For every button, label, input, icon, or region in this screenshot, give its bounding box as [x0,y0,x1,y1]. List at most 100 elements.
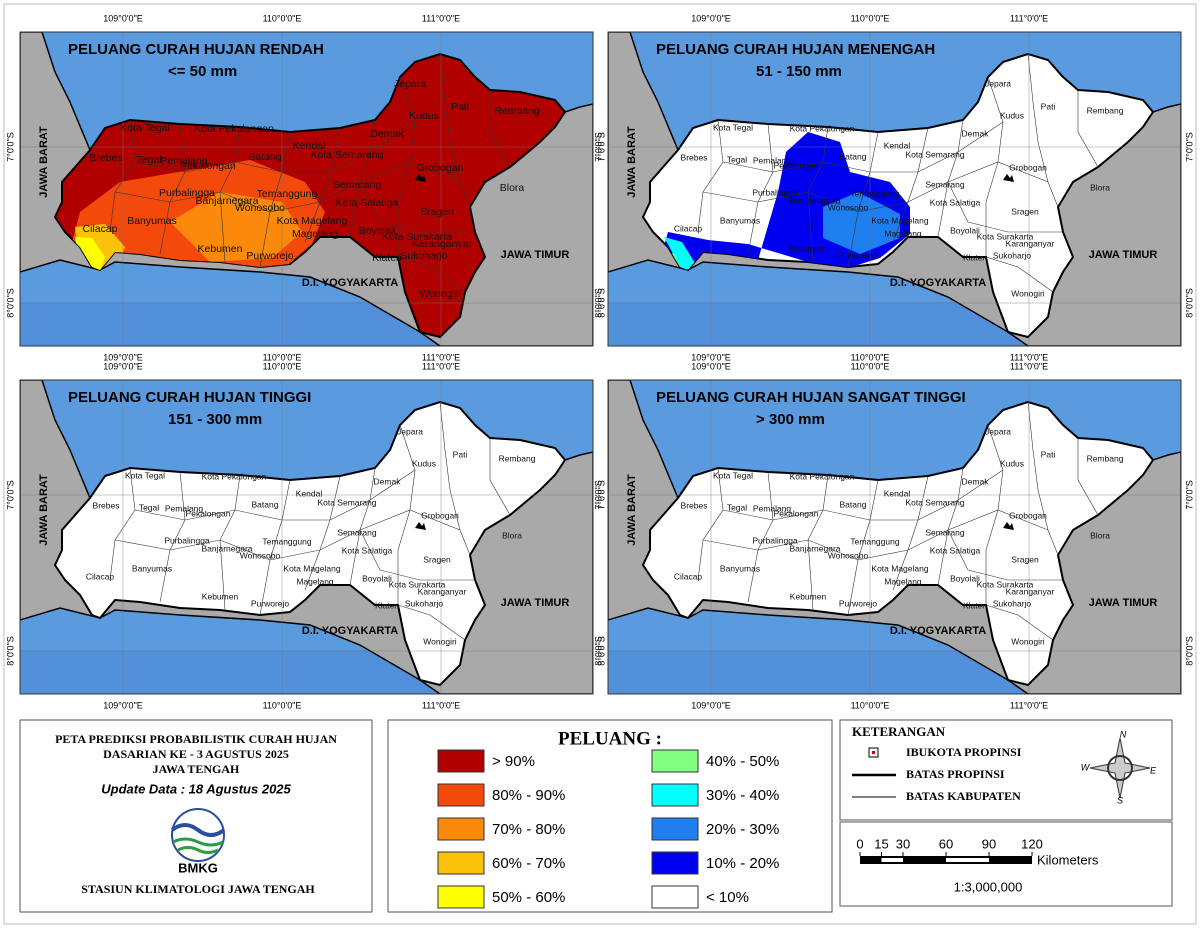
compass-letter: S [1117,795,1123,805]
district-label: Batang [840,499,867,509]
district-border [985,256,1054,293]
district-label: Rembang [1087,453,1124,463]
region-label: JAWA BARAT [626,126,638,198]
keterangan-title: KETERANGAN [852,724,946,739]
region-label: D.I. YOGYAKARTA [890,625,986,637]
district-label: Semarang [925,527,964,537]
lon-label: 110°0'0"E [263,352,302,362]
scale-segment [881,858,903,862]
legend-swatch [437,749,485,773]
district-label: Pekalongan [774,508,819,518]
district-label: Tegal [136,154,161,166]
compass-star [1089,737,1151,799]
district-label: Klaten [372,252,402,264]
district-border [304,475,341,591]
district-label: Kota Salatiga [930,197,981,207]
info-title: JAWA TENGAH [153,762,240,776]
district-border [937,467,964,586]
lon-label: 109°0'0"E [103,352,143,362]
legend-label: < 10% [706,889,749,906]
district-label: Purbalingga [752,187,798,197]
district-label: Kota Magelang [871,563,928,573]
map-panel: Jepara Kudus Pati Rembang Demak Kota Tegal Kot… [5,13,606,362]
district-label: Demak [370,128,404,140]
district-label: Kudus [409,110,439,122]
legend-swatch [651,749,699,773]
district-label: Purworejo [251,598,290,608]
keterangan-label: IBUKOTA PROPINSI [906,745,1022,759]
panel-border [19,379,594,695]
panel-title: PELUANG CURAH HUJAN SANGAT TINGGI [656,389,966,406]
district-label: Boyolali [950,225,980,235]
capital-symbol [872,751,875,754]
compass-letter: E [1150,765,1157,775]
district-label: Boyolali [950,573,980,583]
district-border [702,509,1049,561]
district-label: Purworejo [839,250,878,260]
district-label: Temanggung [262,536,311,546]
district-label: Pemalang [753,503,792,513]
lat-label: 8°0'0"S [596,288,606,318]
district-label: Cilacap [674,571,703,581]
lat-label: 8°0'0"S [596,636,606,666]
scale-segment [946,858,989,862]
district-label: Sragen [420,206,454,218]
district-label: Sragen [423,554,451,564]
central-java [53,400,567,687]
lat-label: 8°0'0"S [593,636,603,666]
district-border [349,119,376,238]
lat-label: 8°0'0"S [1184,288,1194,318]
scale-label: 120 [1021,836,1043,851]
panel-subtitle: > 300 mm [756,411,825,428]
district-border [359,181,475,233]
district-label: Sukoharjo [405,598,444,608]
legend-swatch [651,851,699,875]
district-border [219,474,241,611]
district-border [847,479,879,616]
district-border [892,127,929,243]
panel-border [19,31,594,347]
district-label: Kebumen [198,243,243,255]
district-label: Purbalingga [159,187,215,199]
district-label: Kota Semarang [905,149,964,159]
district-label: Klaten [963,600,987,610]
district-border [807,126,829,263]
district-label: Brebes [681,500,708,510]
district-label: Cilacap [674,223,703,233]
legend-label: 80% - 90% [492,787,565,804]
district-label: Kota Surakarta [977,231,1034,241]
sheet-border [3,3,1197,925]
map-frame-content: Jepara Kudus Pati Rembang Demak Kota Tegal Kot… [20,380,593,694]
legend-label: 50% - 60% [492,889,565,906]
district-label: Kendal [884,488,911,498]
panel-border [607,31,1182,347]
district-border [397,604,466,641]
district-label: Temanggung [850,536,899,546]
district-border [397,256,466,293]
district-label: Cilacap [82,223,117,235]
district-label: Kota Salatiga [930,545,981,555]
district-border [747,471,774,603]
lat-label: 7°0'0"S [596,132,606,162]
lon-label: 109°0'0"E [691,361,731,371]
district-label: Banjarnegara [201,543,252,553]
district-label: Rembang [1087,105,1124,115]
district-label: Pekalongan [774,160,819,170]
district-label: Wonogiri [1011,636,1044,646]
district-label: Batang [248,151,281,163]
lon-label: 111°0'0"E [1010,13,1048,23]
district-label: Pekalongan [186,508,231,518]
district-label: Purbalingga [164,535,210,545]
district-label: Kota Surakarta [389,579,446,589]
lon-label: 111°0'0"E [422,700,460,710]
district-label: Cilacap [86,571,115,581]
district-border [349,467,376,586]
map-panel: Jepara Kudus Pati Rembang Demak Kota Tegal Kot… [5,361,606,710]
legend-title: PELUANG : [558,728,662,749]
central-java [641,400,1155,687]
district-label: Purworejo [839,598,878,608]
district-border [697,467,724,581]
district-label: Sukoharjo [400,250,447,262]
lon-label: 111°0'0"E [422,13,460,23]
